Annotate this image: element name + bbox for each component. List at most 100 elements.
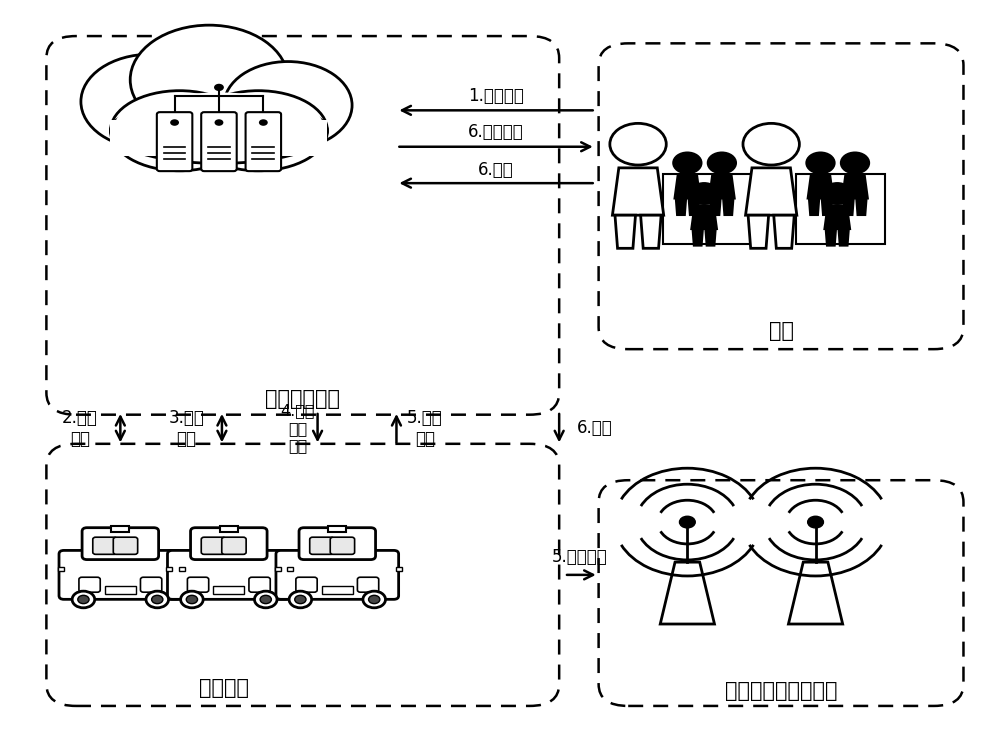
FancyBboxPatch shape xyxy=(113,537,138,554)
Text: 用户: 用户 xyxy=(769,321,794,341)
FancyBboxPatch shape xyxy=(201,112,237,171)
Circle shape xyxy=(254,591,277,608)
Polygon shape xyxy=(660,562,714,624)
Polygon shape xyxy=(723,198,733,215)
Bar xyxy=(166,568,172,571)
Circle shape xyxy=(806,153,835,174)
Polygon shape xyxy=(705,229,716,246)
Polygon shape xyxy=(615,215,635,249)
Bar xyxy=(110,119,327,157)
Polygon shape xyxy=(689,198,699,215)
Polygon shape xyxy=(856,198,867,215)
Text: 5.执行任务: 5.执行任务 xyxy=(552,548,608,566)
Polygon shape xyxy=(709,175,735,198)
Polygon shape xyxy=(809,198,819,215)
FancyBboxPatch shape xyxy=(157,112,192,171)
FancyBboxPatch shape xyxy=(201,537,226,554)
Circle shape xyxy=(215,119,223,126)
FancyBboxPatch shape xyxy=(46,36,559,415)
FancyBboxPatch shape xyxy=(59,551,182,600)
Polygon shape xyxy=(691,206,717,229)
Polygon shape xyxy=(826,229,836,246)
Polygon shape xyxy=(746,168,797,215)
FancyBboxPatch shape xyxy=(93,537,117,554)
Bar xyxy=(287,568,293,571)
Polygon shape xyxy=(842,175,868,198)
Polygon shape xyxy=(675,175,700,198)
Text: 2.发布
任务: 2.发布 任务 xyxy=(62,409,98,447)
Text: 路边智能传感器设备: 路边智能传感器设备 xyxy=(725,681,837,701)
Ellipse shape xyxy=(81,54,219,149)
Circle shape xyxy=(289,591,312,608)
Circle shape xyxy=(78,595,89,604)
Polygon shape xyxy=(774,215,794,249)
Circle shape xyxy=(259,119,268,126)
Ellipse shape xyxy=(130,25,288,134)
Circle shape xyxy=(690,183,718,204)
Bar xyxy=(396,568,402,571)
FancyBboxPatch shape xyxy=(296,577,317,592)
Text: 6.服务账单: 6.服务账单 xyxy=(468,123,524,141)
Text: 云端服务平台: 云端服务平台 xyxy=(265,389,340,409)
FancyBboxPatch shape xyxy=(187,577,209,592)
Polygon shape xyxy=(676,198,686,215)
FancyBboxPatch shape xyxy=(46,444,559,706)
Polygon shape xyxy=(641,215,661,249)
Text: 4.选择
代码
载体: 4.选择 代码 载体 xyxy=(281,403,315,453)
Circle shape xyxy=(743,123,799,165)
Circle shape xyxy=(823,183,851,204)
Circle shape xyxy=(369,595,380,604)
Polygon shape xyxy=(748,215,769,249)
FancyBboxPatch shape xyxy=(79,577,100,592)
FancyBboxPatch shape xyxy=(222,537,246,554)
Bar xyxy=(322,586,353,594)
FancyBboxPatch shape xyxy=(276,551,399,600)
FancyBboxPatch shape xyxy=(330,537,355,554)
Bar xyxy=(58,568,64,571)
Circle shape xyxy=(181,591,203,608)
Bar xyxy=(213,586,244,594)
FancyBboxPatch shape xyxy=(140,577,162,592)
Polygon shape xyxy=(612,168,664,215)
Ellipse shape xyxy=(115,93,322,154)
Circle shape xyxy=(295,595,306,604)
Polygon shape xyxy=(788,562,843,624)
Polygon shape xyxy=(822,198,832,215)
Ellipse shape xyxy=(110,98,327,163)
Text: 1.请求服务: 1.请求服务 xyxy=(468,87,524,105)
Bar xyxy=(179,568,185,571)
Circle shape xyxy=(170,119,179,126)
Text: 6.付款: 6.付款 xyxy=(577,419,613,437)
Circle shape xyxy=(708,153,736,174)
Circle shape xyxy=(146,591,169,608)
Bar xyxy=(328,525,346,533)
Circle shape xyxy=(808,516,823,528)
Polygon shape xyxy=(843,198,854,215)
FancyBboxPatch shape xyxy=(310,537,334,554)
FancyBboxPatch shape xyxy=(249,577,270,592)
Bar xyxy=(663,174,751,243)
Circle shape xyxy=(186,595,198,604)
Bar xyxy=(111,525,129,533)
Polygon shape xyxy=(839,229,849,246)
Polygon shape xyxy=(710,198,721,215)
Circle shape xyxy=(214,84,224,91)
FancyBboxPatch shape xyxy=(82,528,159,559)
Ellipse shape xyxy=(224,62,352,149)
Circle shape xyxy=(363,591,385,608)
Circle shape xyxy=(679,516,695,528)
FancyBboxPatch shape xyxy=(299,528,376,559)
Text: 3.报告
价格: 3.报告 价格 xyxy=(168,409,204,447)
Circle shape xyxy=(673,153,701,174)
Text: 代码载体: 代码载体 xyxy=(199,677,249,697)
Bar xyxy=(796,174,885,243)
FancyBboxPatch shape xyxy=(357,577,379,592)
Polygon shape xyxy=(808,175,833,198)
FancyBboxPatch shape xyxy=(246,112,281,171)
Text: 6.付款: 6.付款 xyxy=(478,161,514,179)
Bar xyxy=(275,568,281,571)
Circle shape xyxy=(72,591,95,608)
Polygon shape xyxy=(824,206,850,229)
Polygon shape xyxy=(693,229,703,246)
Ellipse shape xyxy=(189,91,327,171)
